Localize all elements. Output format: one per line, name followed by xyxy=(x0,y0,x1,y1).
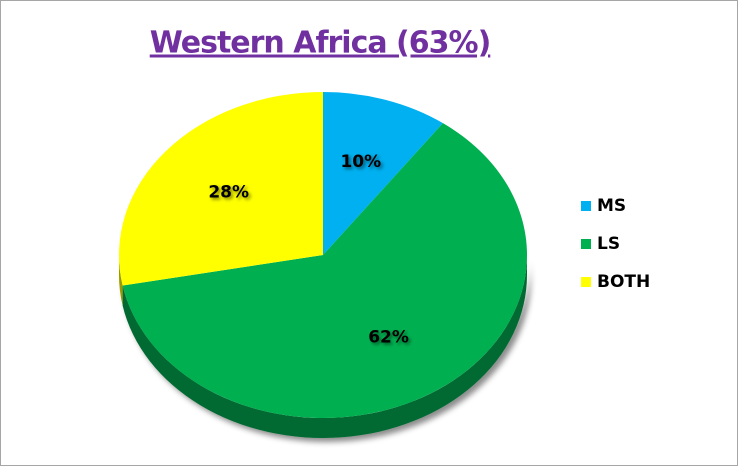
chart-title: Western Africa (63%) xyxy=(150,26,491,61)
slice xyxy=(119,92,323,286)
data-label: 10% xyxy=(340,152,381,172)
slice xyxy=(122,123,527,418)
legend-label: LS xyxy=(597,234,620,254)
legend-swatch xyxy=(581,201,591,211)
legend-label: BOTH xyxy=(597,272,650,292)
data-label: 62% xyxy=(368,328,409,348)
legend: MS LS BOTH xyxy=(581,196,650,292)
legend-swatch xyxy=(581,277,591,287)
data-label: 28% xyxy=(208,183,249,203)
pie: 10% 62% 28% xyxy=(119,92,528,439)
pie-side xyxy=(119,255,528,439)
slice xyxy=(323,92,443,255)
legend-label: MS xyxy=(597,196,626,216)
slice-side xyxy=(119,255,123,306)
legend-swatch xyxy=(581,239,591,249)
